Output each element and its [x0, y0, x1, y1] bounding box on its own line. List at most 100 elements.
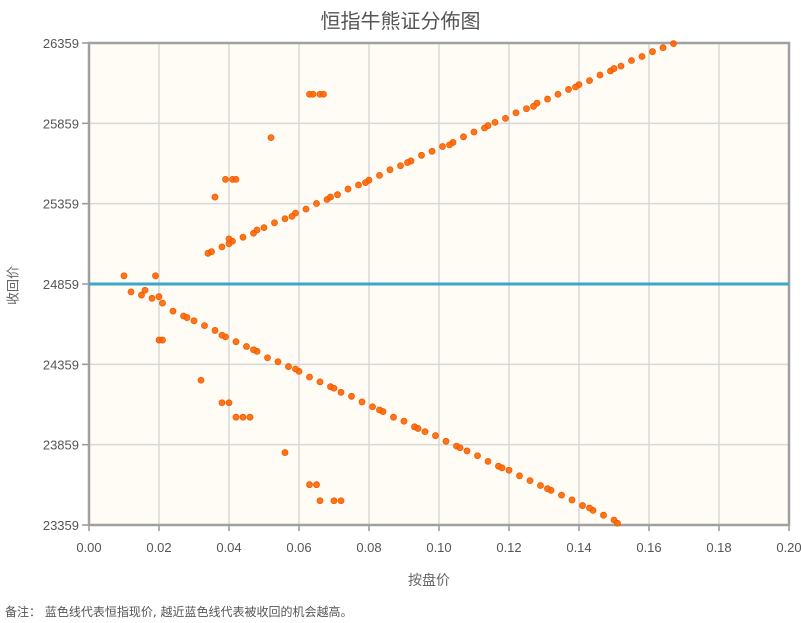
data-point [474, 452, 481, 460]
data-point [218, 399, 226, 407]
data-point [558, 491, 565, 499]
data-point [628, 57, 635, 64]
data-point [190, 317, 198, 325]
data-point [253, 226, 261, 234]
data-point [306, 373, 313, 381]
x-tick-label: 0.20 [776, 540, 801, 555]
data-point [218, 331, 226, 339]
data-point [344, 185, 352, 193]
data-point [309, 90, 317, 98]
data-point [232, 413, 240, 421]
data-point [537, 482, 544, 489]
y-tick-label: 24359 [43, 357, 79, 372]
data-point [120, 272, 128, 280]
data-point [201, 322, 208, 330]
x-tick-label: 0.18 [706, 540, 731, 555]
data-point [586, 77, 593, 84]
data-point [327, 193, 334, 201]
data-point [306, 481, 313, 489]
data-point [337, 497, 345, 505]
data-point [316, 378, 324, 386]
data-point [337, 388, 345, 396]
data-point [544, 485, 551, 493]
data-point [169, 307, 177, 315]
data-point [246, 413, 254, 421]
data-point [243, 343, 250, 350]
data-point [572, 83, 579, 91]
x-tick-label: 0.16 [636, 540, 661, 555]
data-point [512, 109, 520, 117]
data-point [418, 151, 425, 159]
data-point [456, 444, 464, 452]
data-point [148, 294, 156, 302]
data-point [138, 291, 145, 299]
data-point [260, 224, 268, 232]
data-point [491, 118, 499, 126]
x-axis-label: 按盘价 [408, 573, 450, 589]
y-tick-label: 23359 [43, 518, 79, 533]
data-point [554, 90, 562, 98]
data-point [400, 417, 408, 425]
data-point [232, 338, 240, 346]
data-point [586, 504, 593, 512]
data-point [358, 398, 366, 406]
data-point [127, 288, 135, 296]
data-point [239, 233, 247, 241]
data-point [523, 105, 530, 113]
data-point [428, 147, 436, 155]
y-tick-label: 25359 [43, 197, 79, 212]
data-point [516, 472, 523, 480]
data-point [421, 428, 429, 436]
y-tick-label: 24859 [43, 277, 79, 292]
data-point [211, 193, 219, 201]
data-point [659, 44, 667, 52]
data-point [579, 502, 586, 509]
data-point [670, 40, 677, 48]
data-point [197, 376, 205, 384]
data-point [264, 354, 271, 362]
data-point [397, 162, 404, 170]
x-tick-label: 0.00 [76, 540, 101, 555]
data-point [232, 176, 240, 183]
data-point [600, 511, 607, 519]
data-point [404, 159, 411, 166]
data-point [334, 191, 341, 199]
data-point [281, 215, 289, 223]
data-point [432, 432, 439, 440]
x-tick-label: 0.12 [496, 540, 521, 555]
x-tick-label: 0.10 [426, 540, 451, 555]
data-point [302, 205, 310, 213]
data-point [320, 90, 327, 98]
data-point [463, 447, 471, 455]
data-point [649, 48, 656, 56]
footnote: 备注： 蓝色线代表恒指现价, 越近蓝色线代表被收回的机会越高。 [5, 605, 353, 619]
y-tick-label: 25859 [43, 116, 79, 131]
data-point [355, 181, 362, 189]
data-point [530, 102, 537, 110]
data-point [222, 176, 229, 183]
data-point [225, 235, 233, 243]
data-point [267, 134, 275, 142]
data-point [502, 114, 509, 122]
data-point [446, 141, 453, 149]
data-point [155, 293, 163, 301]
data-point [250, 346, 257, 354]
data-point [313, 481, 320, 489]
data-point [442, 437, 450, 445]
data-point [460, 133, 467, 141]
y-axis-label: 收回价 [6, 266, 22, 306]
x-tick-label: 0.04 [216, 540, 241, 555]
data-point [239, 413, 247, 421]
data-point [288, 212, 296, 220]
data-point [271, 219, 278, 227]
x-tick-label: 0.06 [286, 540, 311, 555]
data-point [313, 200, 320, 207]
data-point [439, 143, 446, 150]
data-point [565, 86, 572, 93]
x-tick-label: 0.08 [356, 540, 381, 555]
data-point [330, 384, 338, 392]
data-point [369, 403, 376, 411]
data-point [610, 65, 618, 72]
data-point [484, 122, 492, 129]
data-point [316, 497, 324, 505]
